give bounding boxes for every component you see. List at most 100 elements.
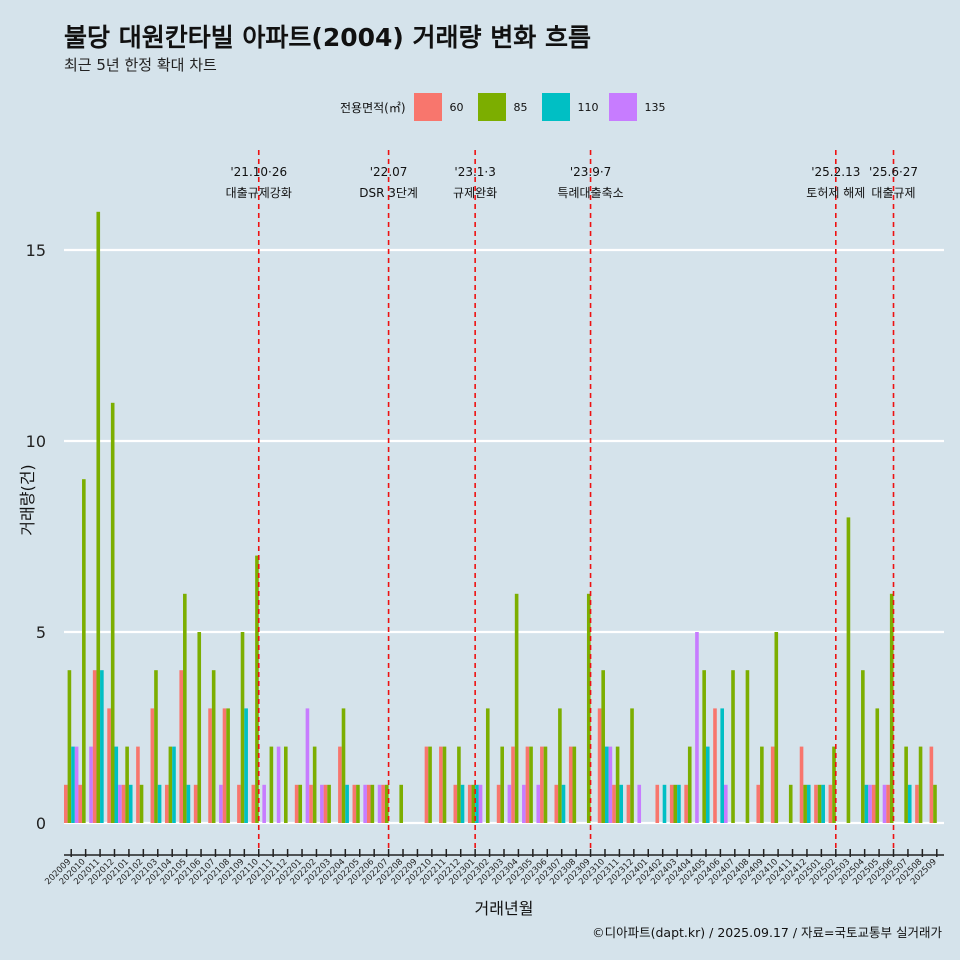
event-date: '25.2.13: [811, 165, 860, 179]
bar-202409-85: [760, 746, 764, 823]
bar-202502-60: [828, 784, 833, 823]
bar-202310-60: [597, 708, 602, 823]
event-date: '25.6·27: [869, 165, 918, 179]
legend-swatch-110: [541, 93, 570, 121]
event-date: '23.1·3: [454, 165, 495, 179]
bar-202508-60: [915, 784, 919, 823]
bar-202210-85: [428, 746, 432, 823]
y-tick-label: 15: [26, 241, 46, 260]
bar-202507-110: [907, 784, 912, 823]
bar-202201-60: [294, 784, 299, 823]
bar-202211-60: [439, 746, 443, 823]
bar-202105-60: [179, 670, 184, 823]
bar-202501-85: [817, 784, 822, 823]
bar-202011-60: [92, 670, 97, 823]
bar-202301-60: [467, 784, 472, 823]
bar-202303-85: [500, 746, 504, 823]
bar-202012-85: [110, 402, 115, 823]
bar-202406-135: [724, 784, 728, 823]
legend-label-85: 85: [513, 100, 528, 114]
bar-202212-60: [453, 784, 458, 823]
bar-202207-85: [384, 784, 389, 823]
x-axis-title: 거래년월: [475, 899, 534, 918]
event-label: DSR 3단계: [359, 186, 418, 200]
bar-202503-85: [846, 517, 851, 823]
y-tick-label: 5: [36, 623, 46, 642]
bar-202105-110: [186, 784, 191, 823]
bar-202205-85: [356, 784, 360, 823]
bar-202405-85: [702, 670, 706, 823]
bar-202404-85: [687, 746, 692, 823]
legend-label-135: 135: [644, 100, 666, 114]
bar-202409-60: [756, 784, 761, 823]
bar-202501-110: [821, 784, 825, 823]
bar-202202-60: [309, 784, 313, 823]
bar-202101-110: [128, 784, 133, 823]
bar-202011-110: [100, 670, 104, 823]
bar-202011-85: [96, 211, 101, 824]
chart-subtitle: 최근 5년 한정 확대 차트: [64, 56, 217, 74]
bar-202403-85: [673, 784, 678, 823]
bar-202309-85: [586, 593, 591, 823]
bar-202106-60: [193, 784, 198, 823]
bar-202410-60: [770, 746, 775, 823]
bar-202201-135: [305, 708, 310, 823]
event-label: 규제완화: [453, 186, 497, 200]
bar-202205-60: [352, 784, 357, 823]
bar-202302-85: [485, 708, 490, 823]
legend-item-85: 85: [477, 93, 536, 121]
bar-202012-60: [107, 708, 111, 823]
bar-202404-135: [695, 632, 699, 823]
event-date: '21.10·26: [230, 165, 287, 179]
bar-202406-110: [720, 708, 724, 823]
bar-202412-85: [803, 784, 807, 823]
bar-202301-135: [478, 784, 483, 823]
bar-202104-60: [164, 784, 169, 823]
bar-202301-85: [471, 784, 476, 823]
bar-202105-85: [183, 593, 187, 823]
bar-202203-85: [327, 784, 331, 823]
legend-item-60: 60: [413, 93, 472, 121]
bar-202410-85: [774, 632, 779, 823]
bar-202103-110: [157, 784, 162, 823]
bar-202310-135: [608, 746, 613, 823]
bar-202102-60: [136, 746, 140, 823]
bar-202311-110: [619, 784, 624, 823]
bar-202402-110: [662, 784, 667, 823]
bar-202407-85: [731, 670, 735, 823]
caption: ©디아파트(dapt.kr) / 2025.09.17 / 자료=국토교통부 실…: [592, 925, 942, 940]
bar-202303-60: [496, 784, 501, 823]
bar-202111-135: [276, 746, 281, 823]
bar-202110-60: [251, 784, 256, 823]
bar-202211-85: [442, 746, 447, 823]
bar-202012-135: [118, 784, 122, 823]
bar-202305-85: [529, 746, 533, 823]
bar-202507-85: [904, 746, 908, 823]
bar-202310-85: [601, 670, 605, 823]
bar-202412-60: [799, 746, 804, 823]
bar-202207-60: [381, 784, 385, 823]
bar-202109-110: [244, 708, 248, 823]
event-label: 특례대출축소: [557, 186, 623, 200]
bar-202306-60: [540, 746, 544, 823]
bar-202203-60: [323, 784, 328, 823]
bar-202308-85: [572, 746, 577, 823]
bar-202012-110: [114, 746, 119, 823]
event-label: 대출규제: [871, 186, 915, 200]
bar-202009-135: [74, 746, 79, 823]
bar-202311-60: [612, 784, 616, 823]
bar-202505-60: [871, 784, 876, 823]
bar-202106-85: [197, 632, 202, 823]
bar-202304-135: [522, 784, 526, 823]
bar-202308-60: [568, 746, 573, 823]
bar-202506-60: [886, 784, 890, 823]
bar-202104-85: [168, 746, 173, 823]
bar-202103-60: [150, 708, 155, 823]
bar-202408-85: [745, 670, 750, 823]
bar-202102-85: [139, 784, 144, 823]
bar-202110-135: [262, 784, 266, 823]
bar-202212-85: [457, 746, 461, 823]
bar-202204-85: [341, 708, 346, 823]
bar-202403-110: [677, 784, 681, 823]
bar-202206-85: [370, 784, 375, 823]
